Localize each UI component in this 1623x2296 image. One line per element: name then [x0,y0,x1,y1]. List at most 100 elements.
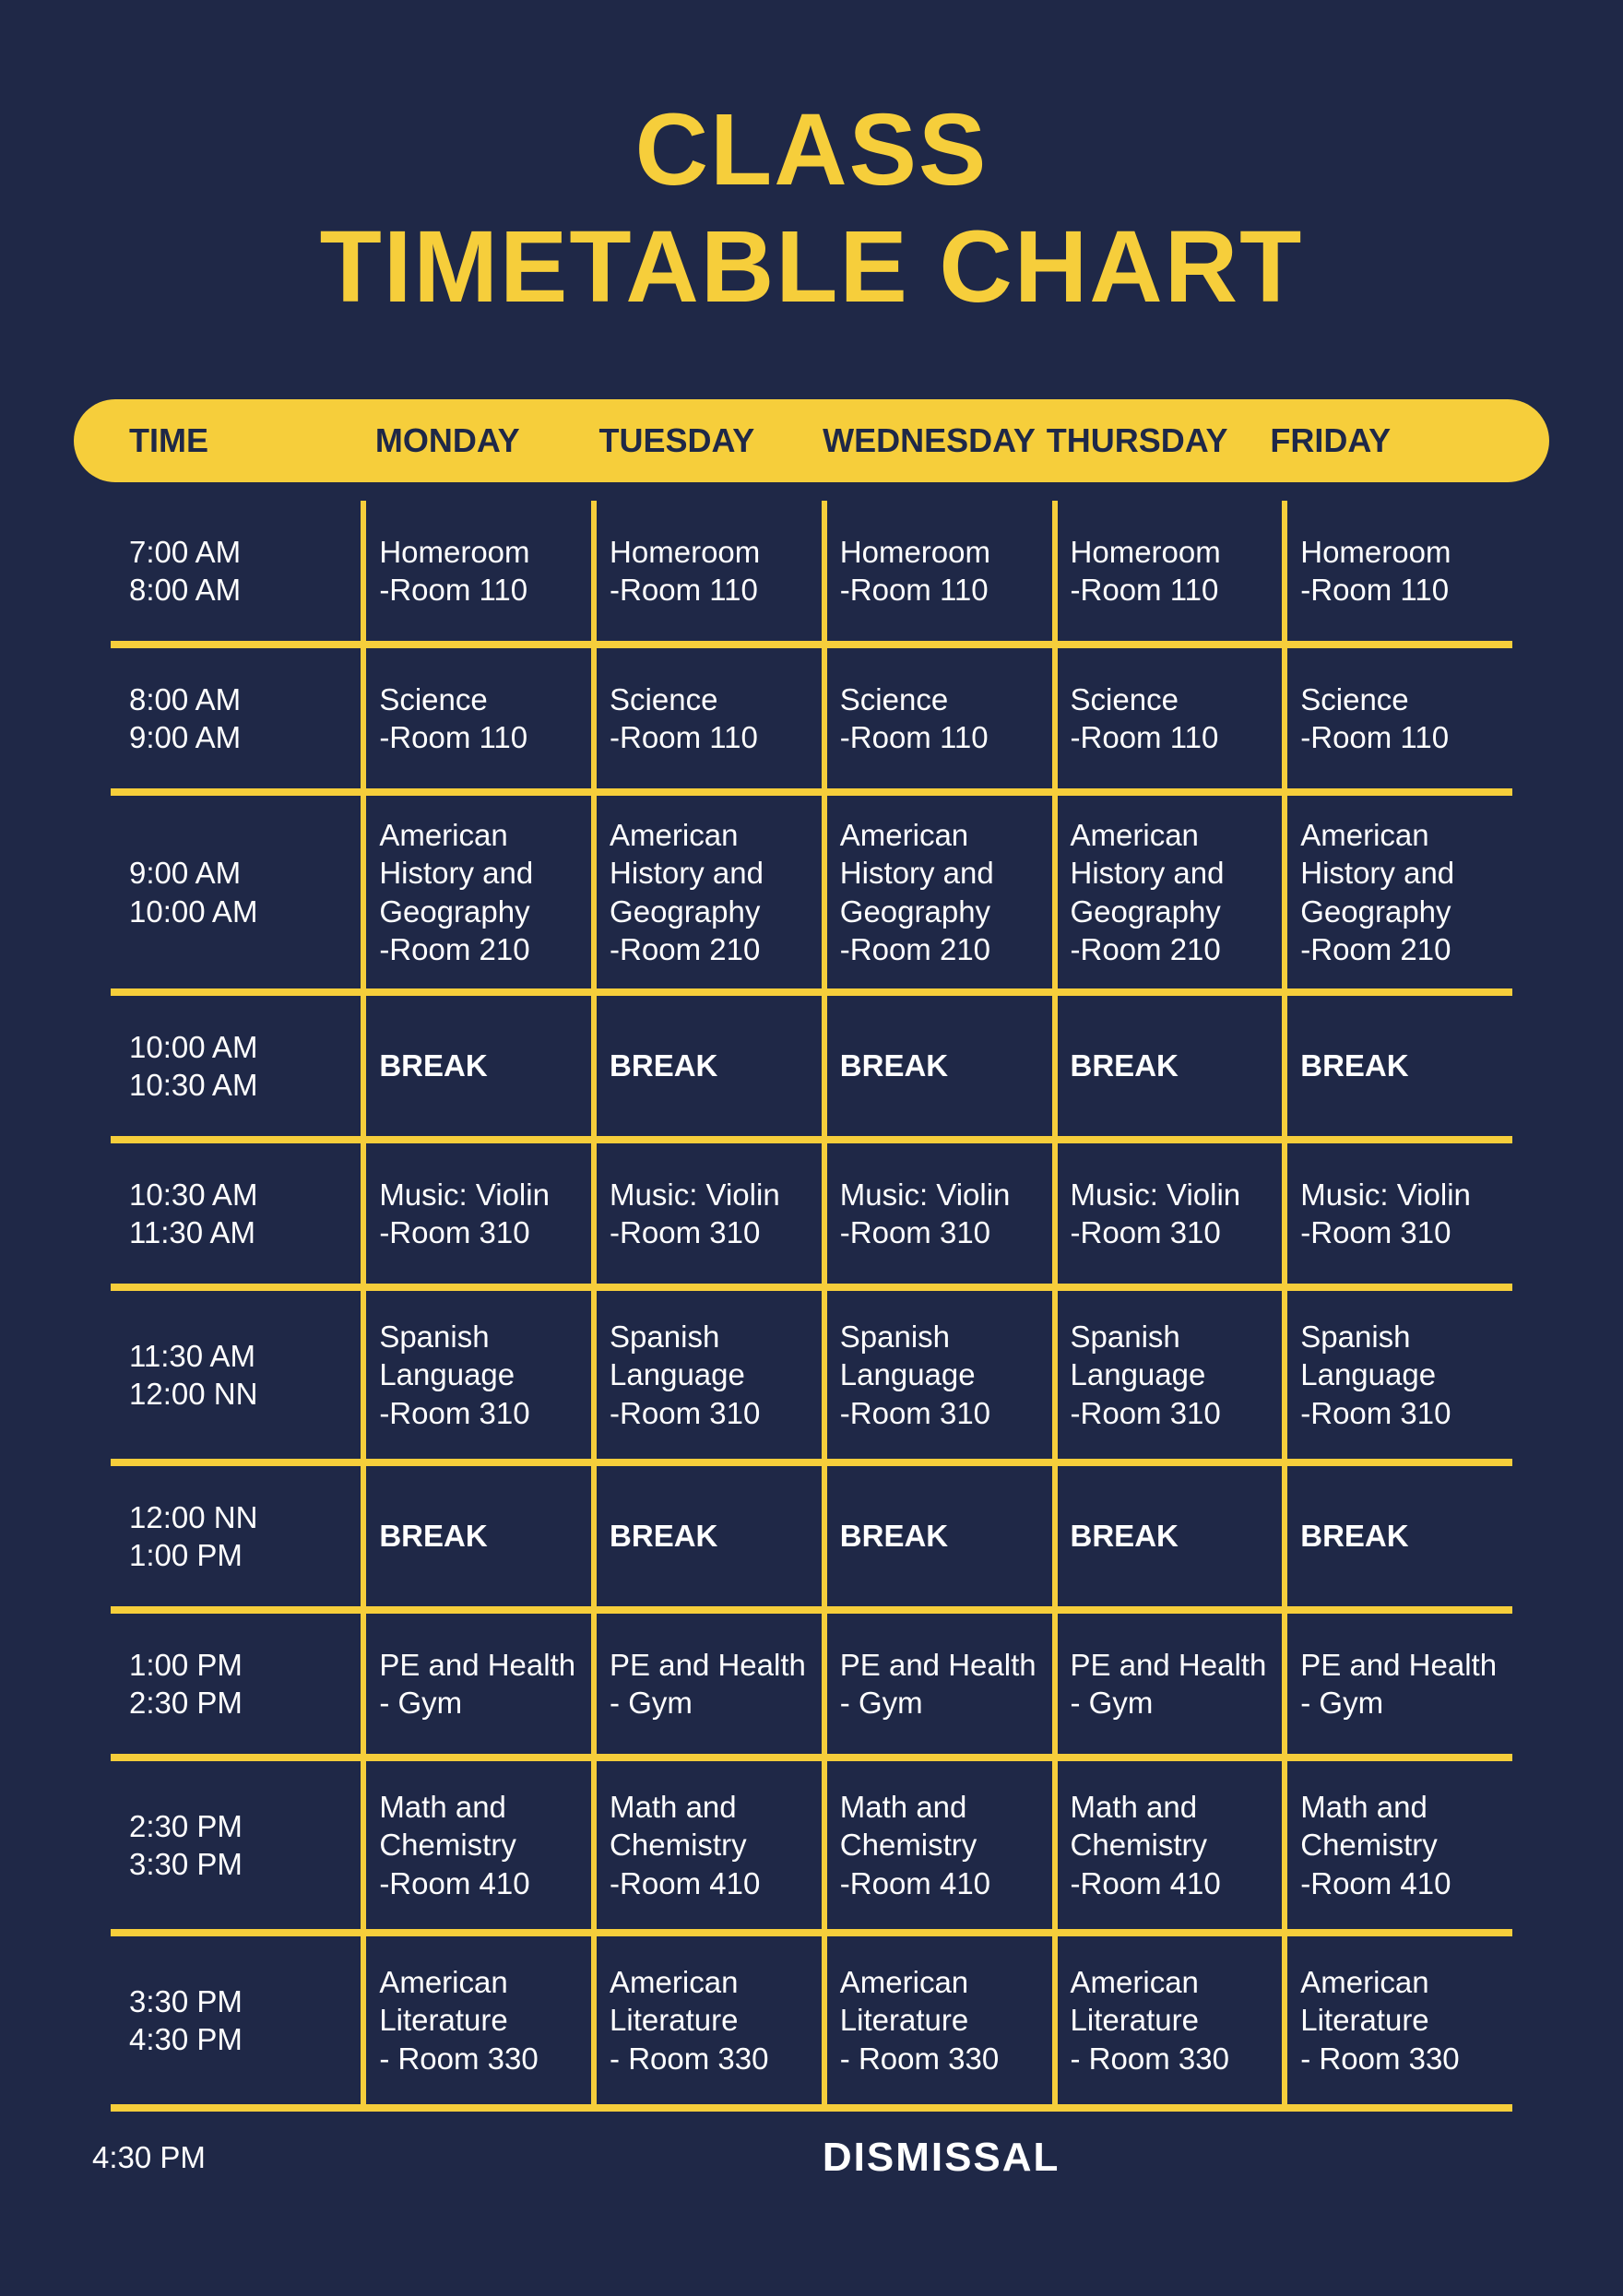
cell-line-2: -Room 310 [1300,1394,1499,1432]
class-cell: American Literature- Room 330 [1058,1936,1288,2104]
header-friday: FRIDAY [1270,421,1494,460]
cell-line-1: Science [1300,681,1499,718]
cell-line-1: American Literature [1071,1963,1270,2040]
cell-line-2: -Room 210 [610,930,809,968]
table-header-pill: TIME MONDAY TUESDAY WEDNESDAY THURSDAY F… [74,399,1549,482]
cell-line-2: -Room 310 [610,1213,809,1251]
class-cell: American History and Geography-Room 210 [1287,796,1512,988]
class-cell: Math and Chemistry-Room 410 [1058,1761,1288,1929]
cell-line-1: BREAK [610,1047,809,1084]
time-end: 4:30 PM [129,2020,348,2058]
cell-line-2: -Room 410 [379,1864,578,1902]
cell-line-1: Music: Violin [1300,1176,1499,1213]
title-line-2: TIMETABLE CHART [74,209,1549,326]
cell-line-1: Math and Chemistry [840,1788,1039,1864]
time-end: 11:30 AM [129,1213,348,1251]
break-cell: BREAK [1058,996,1288,1136]
cell-line-2: - Room 330 [1071,2040,1270,2077]
timetable-grid: 7:00 AM8:00 AMHomeroom-Room 110Homeroom-… [74,501,1549,2112]
time-start: 9:00 AM [129,854,348,892]
class-cell: American Literature- Room 330 [597,1936,827,2104]
class-cell: Spanish Language-Room 310 [366,1291,597,1459]
cell-line-2: -Room 110 [610,718,809,756]
table-row: 9:00 AM10:00 AMAmerican History and Geog… [111,796,1512,996]
cell-line-2: -Room 110 [610,571,809,609]
cell-line-2: -Room 310 [840,1394,1039,1432]
cell-line-1: BREAK [379,1517,578,1555]
time-cell: 2:30 PM3:30 PM [111,1761,366,1929]
cell-line-1: Science [1071,681,1270,718]
footer-dismissal: DISMISSAL [351,2135,1531,2181]
class-cell: American History and Geography-Room 210 [827,796,1058,988]
cell-line-2: -Room 410 [840,1864,1039,1902]
cell-line-1: American Literature [379,1963,578,2040]
class-cell: PE and Health- Gym [827,1614,1058,1754]
class-cell: Spanish Language-Room 310 [597,1291,827,1459]
cell-line-1: Math and Chemistry [610,1788,809,1864]
cell-line-1: Spanish Language [610,1318,809,1394]
table-row: 12:00 NN1:00 PMBREAKBREAKBREAKBREAKBREAK [111,1466,1512,1614]
class-cell: Homeroom-Room 110 [597,501,827,641]
cell-line-2: -Room 210 [1071,930,1270,968]
cell-line-1: American Literature [840,1963,1039,2040]
time-cell: 1:00 PM2:30 PM [111,1614,366,1754]
cell-line-1: BREAK [379,1047,578,1084]
time-end: 3:30 PM [129,1845,348,1883]
class-cell: Spanish Language-Room 310 [1058,1291,1288,1459]
cell-line-1: PE and Health [610,1646,809,1684]
class-cell: Music: Violin-Room 310 [1058,1143,1288,1284]
break-cell: BREAK [597,996,827,1136]
cell-line-1: American Literature [1300,1963,1499,2040]
cell-line-2: - Gym [610,1684,809,1722]
cell-line-2: - Gym [840,1684,1039,1722]
cell-line-1: BREAK [1071,1047,1270,1084]
cell-line-2: -Room 310 [379,1394,578,1432]
header-monday: MONDAY [375,421,599,460]
cell-line-1: PE and Health [1300,1646,1499,1684]
cell-line-1: BREAK [1071,1517,1270,1555]
cell-line-1: PE and Health [379,1646,578,1684]
time-start: 7:00 AM [129,533,348,571]
cell-line-2: -Room 110 [379,718,578,756]
cell-line-1: BREAK [840,1517,1039,1555]
cell-line-1: Math and Chemistry [379,1788,578,1864]
cell-line-1: Homeroom [840,533,1039,571]
break-cell: BREAK [827,1466,1058,1606]
cell-line-1: BREAK [840,1047,1039,1084]
class-cell: Music: Violin-Room 310 [597,1143,827,1284]
cell-line-2: -Room 110 [1300,718,1499,756]
cell-line-1: Homeroom [379,533,578,571]
class-cell: American Literature- Room 330 [827,1936,1058,2104]
cell-line-2: -Room 210 [379,930,578,968]
cell-line-1: PE and Health [840,1646,1039,1684]
cell-line-1: Music: Violin [1071,1176,1270,1213]
time-start: 1:00 PM [129,1646,348,1684]
table-row: 3:30 PM4:30 PMAmerican Literature- Room … [111,1936,1512,2112]
cell-line-2: - Gym [1071,1684,1270,1722]
time-start: 8:00 AM [129,681,348,718]
cell-line-2: -Room 310 [1300,1213,1499,1251]
class-cell: Math and Chemistry-Room 410 [366,1761,597,1929]
class-cell: American History and Geography-Room 210 [366,796,597,988]
cell-line-2: - Gym [1300,1684,1499,1722]
table-row: 11:30 AM12:00 NNSpanish Language-Room 31… [111,1291,1512,1466]
cell-line-1: American History and Geography [379,816,578,930]
cell-line-2: - Room 330 [840,2040,1039,2077]
break-cell: BREAK [1287,996,1512,1136]
class-cell: Homeroom-Room 110 [366,501,597,641]
class-cell: Science-Room 110 [597,648,827,788]
cell-line-1: Spanish Language [1300,1318,1499,1394]
cell-line-2: -Room 210 [840,930,1039,968]
class-cell: Music: Violin-Room 310 [827,1143,1058,1284]
time-cell: 8:00 AM9:00 AM [111,648,366,788]
cell-line-1: Spanish Language [840,1318,1039,1394]
class-cell: Music: Violin-Room 310 [366,1143,597,1284]
table-row: 1:00 PM2:30 PMPE and Health- GymPE and H… [111,1614,1512,1761]
time-end: 10:30 AM [129,1066,348,1104]
class-cell: Science-Room 110 [1287,648,1512,788]
cell-line-1: Homeroom [1300,533,1499,571]
class-cell: American History and Geography-Room 210 [597,796,827,988]
table-row: 10:00 AM10:30 AMBREAKBREAKBREAKBREAKBREA… [111,996,1512,1143]
class-cell: Math and Chemistry-Room 410 [1287,1761,1512,1929]
cell-line-2: -Room 310 [1071,1213,1270,1251]
